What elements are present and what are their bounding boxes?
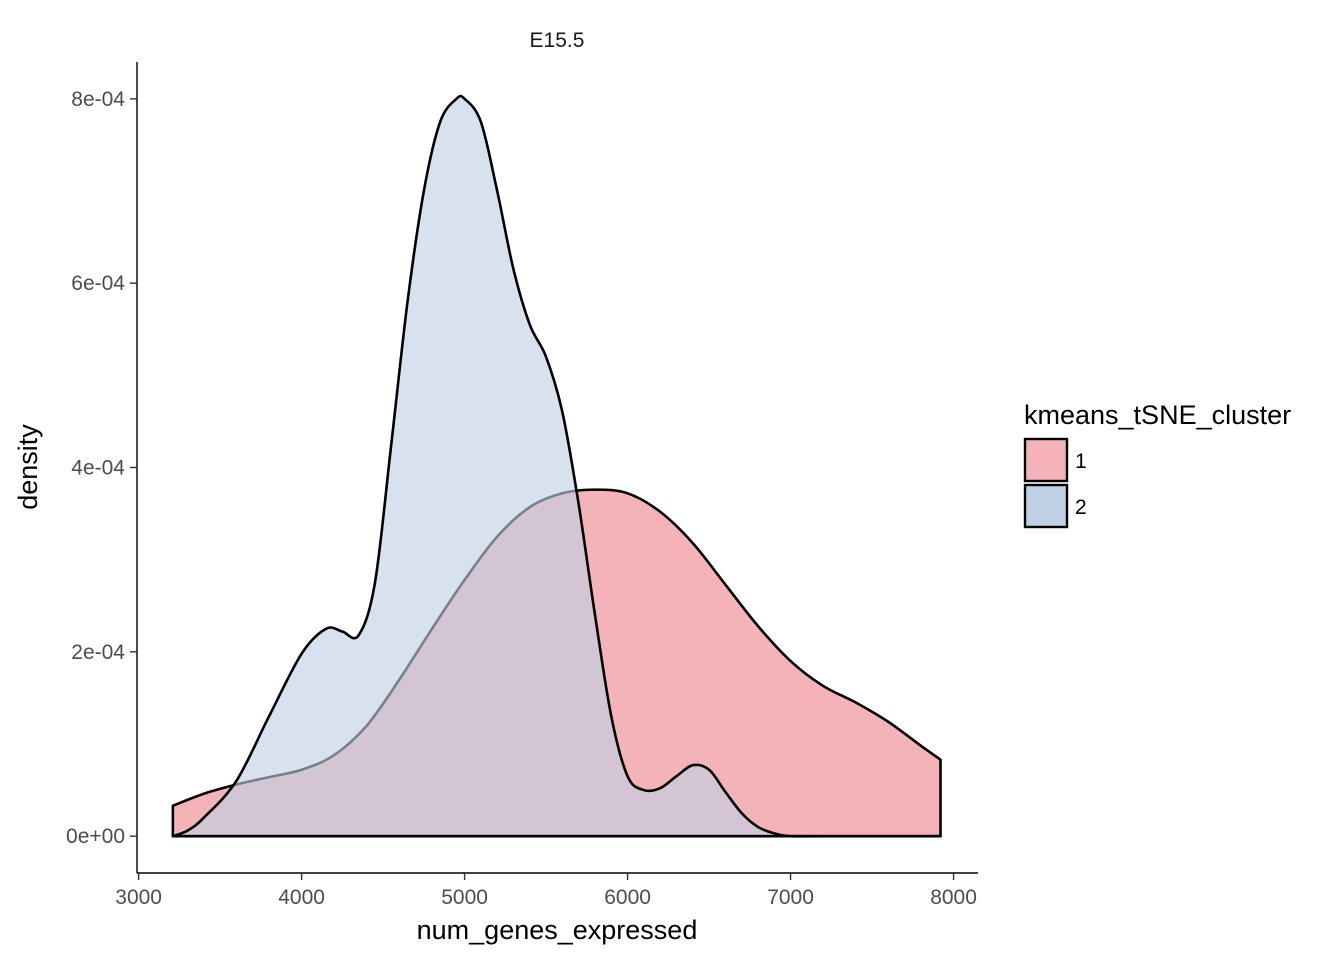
y-tick-label: 8e-04 [71,88,125,111]
x-tick-label: 5000 [441,886,488,909]
legend-label-1: 1 [1075,450,1087,473]
legend-title: kmeans_tSNE_cluster [1024,400,1291,430]
x-tick-label: 6000 [604,886,651,909]
x-axis-title: num_genes_expressed [417,915,698,945]
x-tick-label: 3000 [115,886,162,909]
x-tick-label: 7000 [767,886,814,909]
axis-layer: 3000 4000 5000 6000 7000 8000 0e+00 2e-04 4e-04… [66,62,978,909]
chart-title: E15.5 [530,29,585,52]
density-series-layer [171,94,942,838]
y-tick-label: 2e-04 [71,641,125,664]
x-tick-label: 8000 [930,886,977,909]
legend: kmeans_tSNE_cluster 12 [1023,400,1291,529]
density-area-series-2 [171,94,942,838]
y-tick-label: 0e+00 [66,825,125,848]
legend-key-1 [1023,437,1069,483]
legend-label-2: 2 [1075,496,1087,519]
x-axis-ticks: 3000 4000 5000 6000 7000 8000 [115,873,977,909]
y-axis-ticks: 0e+00 2e-04 4e-04 6e-04 8e-04 [66,88,137,848]
y-tick-label: 6e-04 [71,272,125,295]
y-tick-label: 4e-04 [71,457,125,480]
legend-items: 12 [1023,437,1087,529]
y-axis-title: density [13,424,43,510]
x-tick-label: 4000 [278,886,325,909]
legend-key-2 [1023,483,1069,529]
